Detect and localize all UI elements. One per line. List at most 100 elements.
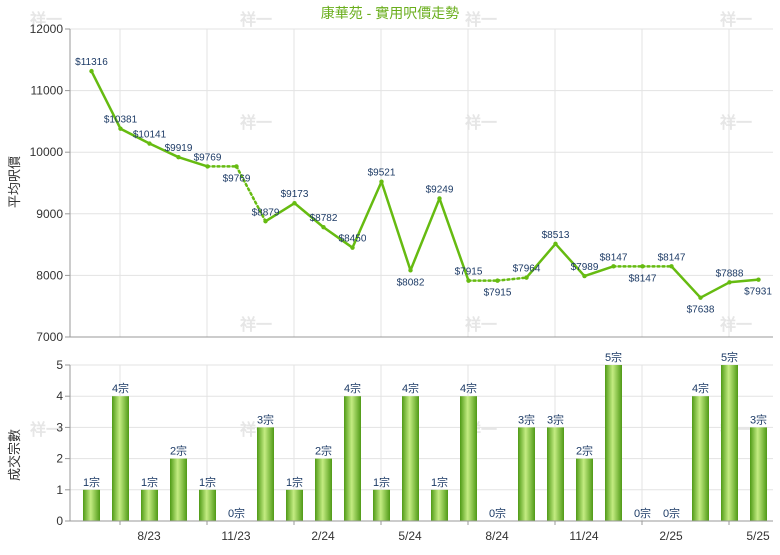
bar [605, 365, 622, 521]
line-point [640, 264, 645, 269]
y-tick-label: 0 [56, 514, 63, 528]
x-tick-label: 11/23 [221, 529, 250, 543]
point-label: $10381 [104, 115, 138, 126]
bar [315, 458, 332, 521]
point-label: $8513 [542, 230, 570, 241]
bar-label: 5宗 [721, 350, 738, 364]
data-labels: $11316$10381$10141$9919$9769$9769$8879$9… [75, 57, 772, 520]
bar-label: 4宗 [112, 381, 129, 395]
point-label: $9249 [426, 184, 454, 195]
line-segment [351, 180, 383, 249]
line-segment [177, 155, 209, 168]
line-point [263, 219, 268, 224]
x-tick-label: 2/25 [659, 529, 683, 543]
y-tick-label: 10000 [30, 145, 64, 159]
line-point [727, 280, 732, 285]
chart-title: 康華苑 - 實用呎價走勢 [321, 5, 459, 21]
bar-label: 2宗 [315, 444, 332, 458]
point-label: $8879 [252, 207, 280, 218]
watermark-9: 祥一 [720, 315, 752, 334]
line-segment [525, 242, 557, 279]
line-point [379, 179, 384, 184]
bar-label: 4宗 [692, 381, 709, 395]
bar [721, 365, 738, 521]
line-segment [322, 225, 354, 249]
line-segment [293, 201, 325, 229]
bar [547, 427, 564, 521]
axes: 7000 8000 9000 10000 11000 12000 0 1 2 3 4 5 8/23 11/… [30, 22, 773, 543]
bar-label: 3宗 [547, 412, 564, 426]
line-point [698, 295, 703, 300]
bar-label: 4宗 [460, 381, 477, 395]
line-segment [554, 242, 586, 278]
line-segment-dotted [496, 276, 528, 282]
watermark-6: 祥一 [720, 113, 752, 132]
point-label: $8147 [658, 252, 686, 263]
line-point [292, 200, 297, 206]
line-point [234, 164, 239, 169]
x-tick-label: 5/24 [398, 529, 422, 543]
point-label: $8082 [397, 277, 425, 288]
watermark-5: 祥一 [465, 113, 497, 132]
line-segment [409, 197, 441, 272]
line-series [89, 68, 761, 300]
line-segment [119, 127, 151, 145]
point-label: $11316 [75, 57, 108, 68]
bar [373, 489, 390, 521]
point-label: $9769 [223, 173, 251, 184]
line-point [89, 68, 94, 74]
point-label: $8147 [629, 273, 657, 284]
bar [83, 489, 100, 521]
bar-series [83, 365, 767, 521]
point-label: $7964 [513, 264, 541, 275]
bar-label: 1宗 [431, 475, 448, 489]
line-point [669, 264, 674, 269]
bar-label: 1宗 [199, 475, 216, 489]
y-tick-label: 5 [56, 358, 63, 372]
line-segment [670, 265, 702, 299]
y-tick-label: 12000 [30, 22, 64, 36]
watermark-7: 祥一 [240, 315, 272, 334]
bar [112, 396, 129, 521]
bar-label: 4宗 [344, 381, 361, 395]
line-point [118, 126, 123, 131]
bar-label: 0宗 [228, 506, 245, 520]
line-segment [264, 201, 296, 223]
bar [576, 458, 593, 521]
point-label: $10141 [133, 130, 167, 141]
line-point [176, 154, 181, 160]
line-point [611, 264, 616, 269]
x-tick-label: 8/23 [137, 529, 161, 543]
watermark-8: 祥一 [465, 315, 497, 334]
line-point [553, 241, 558, 246]
point-label: $7915 [455, 267, 483, 278]
line-point [321, 225, 326, 230]
bar-label: 1宗 [373, 475, 390, 489]
bar [199, 489, 216, 521]
point-label: $9769 [194, 152, 222, 163]
y-tick-label: 9000 [36, 207, 63, 221]
watermark-2: 祥一 [465, 10, 497, 29]
point-label: $7915 [484, 288, 512, 299]
bar-label: 1宗 [83, 475, 100, 489]
line-point [495, 278, 500, 283]
bar [286, 489, 303, 521]
bar-label: 4宗 [402, 381, 419, 395]
y-tick-label: 11000 [31, 84, 64, 98]
x-tick-label: 11/24 [569, 529, 598, 543]
watermark-3: 祥一 [720, 10, 752, 29]
y-tick-label: 1 [56, 483, 63, 497]
bar-label: 2宗 [576, 444, 593, 458]
point-label: $7931 [744, 287, 772, 298]
line-point [466, 278, 471, 283]
point-label: $7638 [687, 305, 715, 316]
line-segment [583, 265, 615, 278]
bar-label: 1宗 [286, 475, 303, 489]
point-label: $8782 [310, 213, 338, 224]
y-tick-label: 2 [56, 452, 63, 466]
line-segment [438, 197, 470, 282]
bar [402, 396, 419, 521]
line-point [147, 141, 152, 146]
